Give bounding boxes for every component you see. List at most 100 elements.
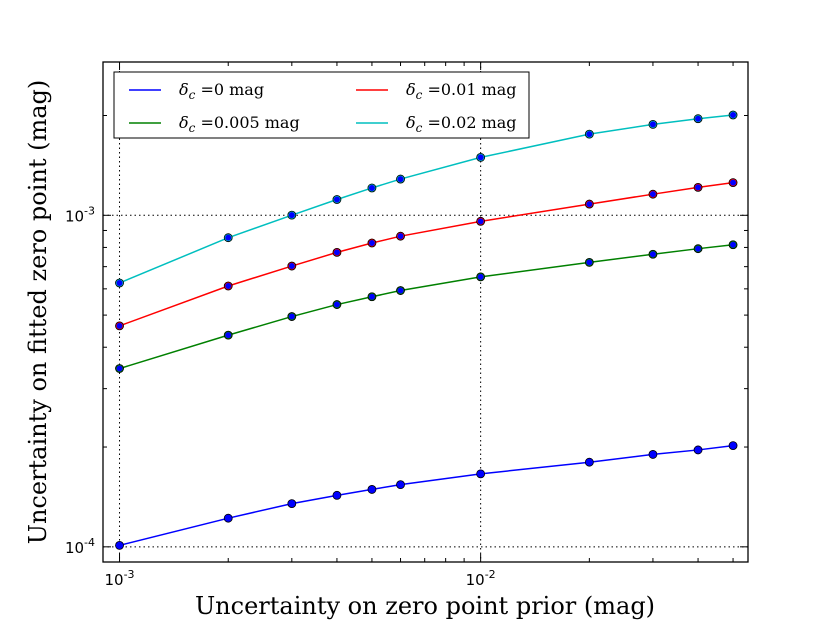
data-point-outline [693,244,703,254]
data-point-outline [584,457,594,467]
legend-label-2: δc =0.01 mag [406,80,517,102]
data-point-outline [396,174,405,184]
data-point-outline [223,281,233,291]
data-point [287,499,297,508]
data-point [728,240,738,249]
data-point-outline [223,330,233,340]
series-layer [115,110,738,550]
data-point [585,199,594,209]
data-point-outline [584,199,594,209]
data-point-outline [584,257,594,267]
data-point [287,210,297,220]
data-point [693,445,703,455]
data-point-outline [728,110,738,120]
data-point [115,278,124,288]
data-point [332,248,342,257]
data-point-outline [476,272,486,282]
data-point [476,217,485,226]
legend-box [113,71,530,139]
data-point-outline [332,247,342,257]
data-point-outline [287,499,297,509]
data-point-outline [693,182,703,192]
data-point-outline [287,210,297,220]
data-point [396,174,405,184]
data-point [693,244,703,253]
data-point [396,231,405,241]
data-point [115,541,124,550]
data-point-outline [728,240,738,250]
data-point [648,189,658,199]
tick-label-layer: 10-3 10-2 10-4 10-3 [65,204,496,589]
data-point [367,292,377,301]
data-point-outline [693,445,703,455]
x-tick-label: 10-2 [466,568,496,589]
data-point-outline [367,292,377,302]
data-point-outline [396,480,405,490]
legend: δc =0 mag δc =0.005 mag δc =0.01 mag δc =0.… [113,71,530,139]
data-point-outline [115,321,124,331]
x-tick-label: 10-3 [104,568,134,589]
data-point-outline [287,261,297,271]
data-point [367,238,377,248]
data-point [476,153,485,162]
data-point [396,480,405,489]
data-point [585,457,594,467]
plot-frame [102,61,749,563]
data-point-outline [367,238,377,248]
data-point-outline [396,231,405,241]
data-point-outline [332,195,342,204]
data-point [224,330,233,340]
data-point-outline [115,364,124,373]
data-point-outline [476,153,486,162]
data-point [648,250,658,259]
data-point [396,286,405,295]
data-point-outline [287,312,297,321]
y-tick-label: 10-4 [65,536,95,557]
data-point [224,513,233,523]
tick-layer [102,62,748,563]
data-point [224,233,233,242]
legend-label-3: δc =0.02 mag [406,113,517,135]
data-point [367,485,377,494]
data-point [332,491,342,500]
data-point [476,469,485,479]
y-axis-title: Uncertainty on fitted zero point (mag) [24,80,52,545]
data-point [728,441,738,450]
data-point-outline [476,469,486,479]
data-point [693,114,703,123]
data-point-outline [367,485,377,494]
data-point-outline [223,233,233,243]
data-point-outline [115,540,124,550]
data-point [115,364,124,373]
data-point-outline [115,278,124,288]
data-point-outline [396,286,405,295]
data-point [693,183,703,192]
data-point [115,321,124,331]
data-point [648,450,658,459]
data-point-outline [648,189,658,199]
data-point-outline [584,129,594,139]
data-point [585,129,594,139]
data-point-outline [367,183,377,193]
y-tick-label: 10-3 [65,204,95,225]
data-point-outline [693,114,703,124]
data-point [224,281,233,291]
data-point [332,300,342,309]
data-point [728,110,738,120]
data-point-outline [648,249,658,259]
data-point [728,178,738,187]
data-point-outline [648,120,658,129]
data-point-outline [332,490,342,500]
data-point [287,312,297,321]
data-point [367,183,377,193]
data-point-outline [332,300,342,309]
data-point-outline [476,216,486,226]
data-point-outline [223,513,233,523]
x-axis-title: Uncertainty on zero point prior (mag) [195,592,655,620]
data-point-outline [728,441,738,450]
data-point [476,272,485,282]
legend-label-1: δc =0.005 mag [179,113,300,135]
data-point [648,120,658,129]
legend-label-0: δc =0 mag [179,80,264,102]
